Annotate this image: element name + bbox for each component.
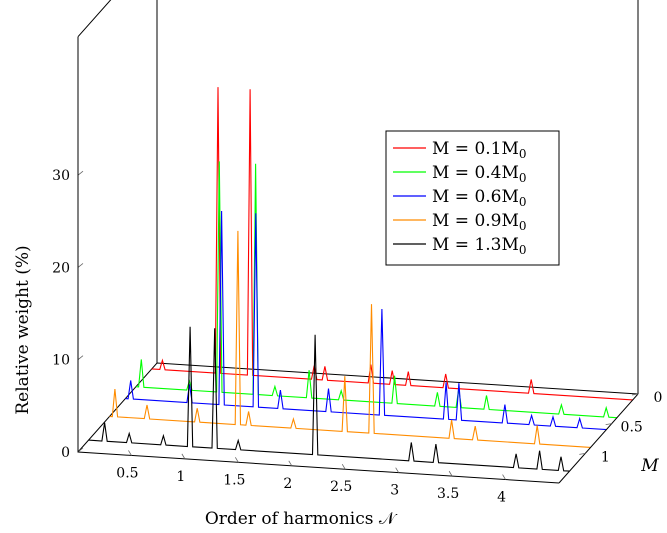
x-tick-label: 3 xyxy=(390,483,399,499)
y-tick-label: 30 xyxy=(52,168,70,184)
axis-frame-back xyxy=(77,0,639,394)
legend-entry: M = 0.9M0 xyxy=(432,211,527,233)
series-layer xyxy=(88,87,633,472)
y-axis-ticks: 0 10 20 30 xyxy=(52,168,84,461)
y-tick-label: 20 xyxy=(52,260,70,276)
m-axis-ticks: 00.51 xyxy=(579,390,662,465)
legend-entry: M = 0.4M0 xyxy=(432,163,527,185)
x-tick-mark xyxy=(234,457,239,463)
series-m-0.1m0 xyxy=(151,87,633,401)
x-axis-label: Order of harmonics 𝒩 xyxy=(205,509,398,529)
x-tick-mark xyxy=(395,467,400,473)
legend-entry: M = 1.3M0 xyxy=(432,235,527,257)
legend-entry: M = 0.1M0 xyxy=(432,139,527,161)
x-tick-label: 1 xyxy=(176,469,185,485)
x-tick-mark xyxy=(502,474,506,480)
x-tick-mark xyxy=(181,453,186,460)
x-tick-label: 1.5 xyxy=(223,472,245,488)
legend-entry: M = 0.6M0 xyxy=(432,187,527,209)
y-tick-mark xyxy=(77,355,84,361)
m-tick-label: 1 xyxy=(601,449,610,465)
legend-box xyxy=(385,130,560,266)
x-tick-label: 4 xyxy=(497,490,506,506)
y-tick-label: 0 xyxy=(61,445,70,461)
x-tick-mark xyxy=(288,460,293,466)
x-tick-label: 2 xyxy=(283,476,292,492)
series-line xyxy=(151,87,633,401)
m-tick-mark xyxy=(605,423,612,426)
x-tick-label: 2.5 xyxy=(330,479,352,495)
m-axis-label: M xyxy=(640,456,659,476)
x-tick-mark xyxy=(128,450,132,456)
x-tick-label: 3.5 xyxy=(437,486,459,502)
x-tick-mark xyxy=(341,464,346,470)
series-m-1.3m0 xyxy=(88,326,570,472)
axis-frame-side xyxy=(558,393,639,484)
y-axis-label: Relative weight (%) xyxy=(13,245,33,414)
series-line xyxy=(88,326,570,472)
series-m-0.6m0 xyxy=(125,210,607,431)
m-tick-mark xyxy=(631,393,639,396)
x-tick-label: 0.5 xyxy=(116,465,138,481)
m-tick-mark xyxy=(579,452,586,455)
x-tick-mark xyxy=(448,470,453,477)
back-frame xyxy=(77,0,639,453)
series-m-0.9m0 xyxy=(109,230,591,448)
m-tick-label: 0.5 xyxy=(621,420,643,436)
y-tick-mark xyxy=(77,447,84,453)
y-tick-label: 10 xyxy=(52,353,70,369)
x-axis-ticks: 0.5 1 1.5 2 2.5 3 3.5 4 xyxy=(116,450,506,506)
axis-frame-floor xyxy=(77,362,639,453)
y-tick-mark xyxy=(77,170,84,176)
m-tick-label: 0 xyxy=(654,390,663,406)
y-tick-mark xyxy=(77,263,84,268)
